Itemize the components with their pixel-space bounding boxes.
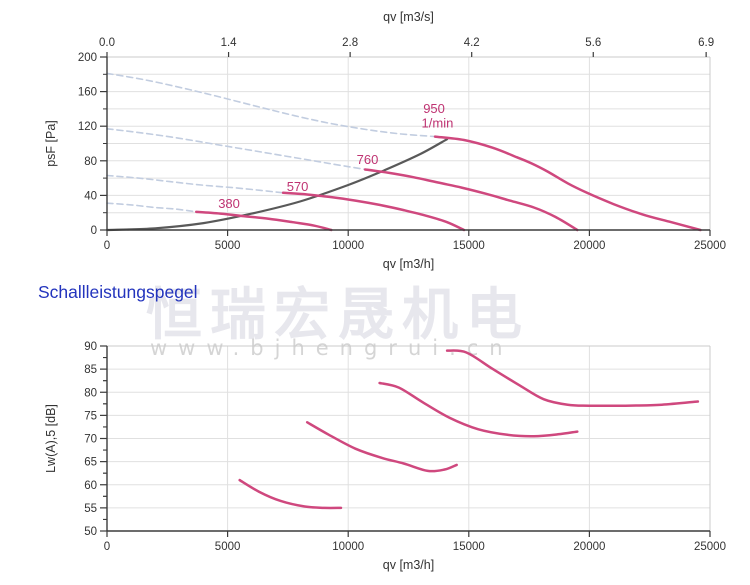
curve-label-570: 570 [287,179,309,194]
570-1min-sound-curve [305,421,458,473]
system-resistance-curve-curve [105,138,449,232]
curve-label-950: 950 [423,101,445,116]
y-tick-label: 60 [84,480,97,492]
sound-chart-group: 50 55 60 65 70 75 80 85 90 0 5000 10000 15000 20000 25… [44,341,726,572]
x-tick-label: 20000 [573,240,605,252]
x-tick-label: 5000 [215,541,241,553]
380-1min-curve [194,210,333,232]
y-tick-label: 90 [84,341,97,353]
760-1min-sound-curve [378,381,579,438]
y-tick-label: 0 [91,225,97,237]
top-axis-title: qv [m3/s] [383,10,434,24]
x-tick-label: 0 [104,240,110,252]
950-1min-sound-curve [445,349,700,408]
x-tick-label: 15000 [453,541,485,553]
y-tick-label: 85 [84,364,97,376]
x-tick-label: 10000 [332,240,364,252]
x-tick-label: 5000 [215,240,241,252]
top-tick-label: 5.6 [585,37,601,49]
380-1min-sound-curve [238,478,343,510]
x-tick-label: 20000 [573,541,605,553]
x-tick-label: 15000 [453,240,485,252]
x-tick-label: 25000 [694,240,726,252]
curve-label-760: 760 [357,152,379,167]
sound-section-heading: Schallleistungspegel [38,282,198,302]
y-tick-label: 70 [84,434,97,446]
x-axis-title: qv [m3/h] [383,558,434,572]
y-tick-label: 160 [78,87,97,99]
760-1min-curve [363,168,579,232]
top-tick-label: 2.8 [342,37,358,49]
x-tick-label: 25000 [694,541,726,553]
570-1min-unstable-curve [106,174,284,194]
top-tick-label: 0.0 [99,37,115,49]
760-1min-unstable-curve [106,127,366,171]
x-tick-label: 0 [104,541,110,553]
curve-label-1-min: 1/min [422,116,454,131]
570-1min-curve [281,191,466,232]
watermark-company-text: 恒瑞宏晟机电 [146,283,530,348]
top-tick-label: 6.9 [698,37,714,49]
curve-label-380: 380 [218,196,240,211]
performance-chart-group: 0 40 80 120 160 200 0 5000 10000 15000 20000 25000 q… [44,10,726,271]
top-tick-label: 1.4 [221,37,238,49]
x-axis-title: qv [m3/h] [383,257,434,271]
950-1min-unstable-curve [106,72,436,138]
y-tick-label: 40 [84,190,97,202]
950-1min-curve [433,135,702,232]
y-tick-label: 50 [84,526,97,538]
y-tick-label: 65 [84,457,97,469]
y-axis-title: Lw(A),5 [dB] [44,404,58,473]
380-1min-unstable-curve [106,202,197,213]
top-tick-label: 4.2 [464,37,480,49]
y-tick-label: 120 [78,121,97,133]
y-tick-label: 55 [84,503,97,515]
y-axis-title: psF [Pa] [44,120,58,167]
x-tick-label: 10000 [332,541,364,553]
watermark-url-text: www.bjhengrui.cn [150,336,514,360]
y-tick-label: 80 [84,387,97,399]
y-tick-label: 80 [84,156,97,168]
y-tick-label: 200 [78,52,97,64]
y-tick-label: 75 [84,410,97,422]
